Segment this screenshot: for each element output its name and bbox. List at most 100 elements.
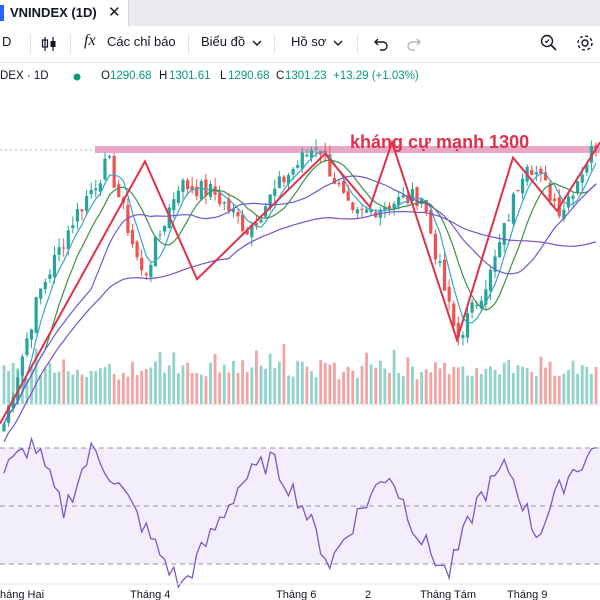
redo-icon[interactable] — [406, 35, 424, 53]
volume-bar — [135, 375, 139, 404]
tab-close-icon[interactable]: ✕ — [108, 4, 121, 21]
volume-bar — [516, 365, 520, 404]
candle-body — [442, 259, 447, 291]
volume-bar — [351, 370, 355, 404]
candle-body — [273, 188, 277, 196]
candle-body — [195, 186, 199, 197]
candle-body — [140, 257, 144, 271]
candle-body — [181, 180, 185, 193]
volume-bar — [534, 375, 538, 404]
candle-body — [447, 286, 451, 302]
volume-bar — [53, 372, 56, 404]
profile-button[interactable]: Hồ sơ — [291, 34, 327, 49]
volume-bar — [213, 354, 217, 404]
candle-body — [29, 329, 34, 340]
toolbar-divider — [274, 34, 275, 54]
candle-body — [277, 176, 281, 188]
volume-bar — [470, 376, 474, 404]
time-axis-label: Tháng Tám — [420, 589, 476, 600]
volume-bar — [521, 366, 524, 404]
volume-bar — [567, 369, 570, 404]
candle-body — [126, 204, 130, 234]
volume-bar — [43, 367, 47, 404]
volume-bar — [360, 366, 364, 404]
candle-body — [245, 230, 249, 235]
candle-body — [185, 180, 190, 190]
candle-body — [241, 214, 245, 232]
volume-bar — [245, 371, 249, 404]
volume-bar — [511, 373, 515, 404]
volume-bar — [323, 362, 327, 404]
chevron-down-icon[interactable] — [333, 39, 343, 47]
candle-body — [259, 219, 263, 223]
volume-bar — [181, 365, 185, 404]
volume-bar — [383, 368, 387, 404]
open-key: O — [101, 70, 110, 82]
candle-body — [208, 183, 213, 197]
candle-body — [530, 169, 534, 175]
candle-body — [144, 273, 148, 276]
volume-bar — [319, 360, 323, 404]
time-axis-label: 2 — [365, 589, 371, 600]
candle-body — [43, 281, 47, 290]
volume-bar — [204, 376, 208, 404]
change-value: +13.29 (+1.03%) — [333, 70, 419, 82]
resistance-band — [95, 146, 600, 153]
volume-bar — [66, 371, 70, 404]
volume-bar — [126, 376, 130, 404]
volume-bar — [255, 350, 258, 404]
volume-bar — [424, 369, 428, 404]
volume-bar — [186, 362, 189, 404]
volume-bar — [131, 361, 134, 404]
volume-bar — [62, 359, 66, 404]
chevron-down-icon[interactable] — [252, 39, 262, 47]
interval-button[interactable]: D — [2, 34, 12, 49]
candle-body — [300, 152, 304, 169]
volume-bar — [268, 353, 272, 404]
candle-body — [387, 205, 392, 209]
volume-bar — [277, 361, 281, 404]
tab-bar: VNINDEX (1D) ✕ — [0, 0, 600, 27]
candles-icon[interactable] — [40, 35, 58, 53]
candle-body — [112, 155, 116, 188]
candle-body — [153, 236, 158, 267]
candle-body — [406, 195, 410, 204]
candle-body — [163, 226, 167, 232]
volume-bar — [328, 364, 332, 404]
candle-body — [475, 305, 479, 307]
candle-body — [553, 198, 557, 202]
candle-body — [135, 241, 139, 258]
candle-body — [39, 288, 43, 299]
chart-type-button[interactable]: Biểu đồ — [201, 34, 246, 49]
volume-bar — [76, 369, 79, 404]
candle-body — [364, 209, 369, 213]
undo-icon[interactable] — [371, 35, 389, 53]
price-chart[interactable]: kháng cự mạnh 1300 háng Hai Tháng 4 Tháng … — [0, 62, 600, 600]
indicators-button[interactable]: Các chỉ báo — [107, 34, 176, 49]
gear-icon[interactable] — [575, 33, 595, 53]
candle-body — [71, 225, 75, 229]
candle-body — [452, 303, 456, 327]
volume-bar — [89, 370, 93, 404]
open-value: 1290.68 — [110, 70, 152, 82]
chart-tab[interactable]: VNINDEX (1D) ✕ — [0, 0, 129, 26]
volume-bar — [85, 377, 89, 404]
volume-bar — [401, 376, 405, 404]
volume-bar — [112, 374, 116, 404]
volume-bar — [209, 362, 212, 404]
volume-bar — [291, 376, 295, 404]
volume-bar — [48, 362, 52, 404]
quick-search-icon[interactable] — [539, 33, 559, 53]
candle-body — [415, 187, 419, 207]
candle-body — [94, 188, 98, 191]
volume-bar — [117, 379, 121, 404]
candle-body — [341, 181, 346, 193]
time-axis-label: Tháng 9 — [507, 589, 547, 600]
high-value: 1301.61 — [169, 70, 211, 82]
volume-bar — [199, 374, 203, 404]
time-axis: háng Hai Tháng 4 Tháng 6 2 Tháng Tám Tháng 9 — [0, 589, 547, 600]
volume-bar — [140, 370, 144, 404]
candle-body — [222, 202, 226, 204]
volume-bar — [388, 372, 391, 404]
volume-bar — [57, 371, 61, 404]
